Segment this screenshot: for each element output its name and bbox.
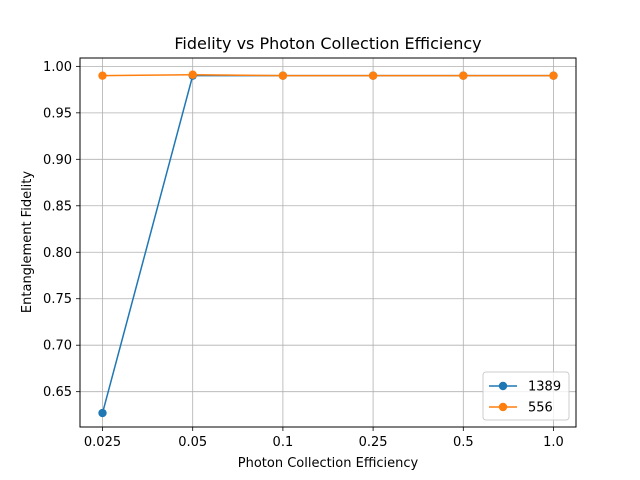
data-point [278,71,288,80]
x-tick-label: 0.5 [453,435,474,450]
grid [80,58,576,427]
x-tick-label: 0.05 [178,435,207,450]
y-axis-label: Entanglement Fidelity [20,171,35,313]
series-556 [98,70,558,80]
x-tick-label: 1.0 [543,435,564,450]
data-point [188,70,197,79]
y-tick-label: 0.65 [43,385,72,400]
data-point [368,71,378,80]
y-tick-label: 1.00 [43,60,72,75]
plot-series [98,70,558,418]
y-tick-label: 0.85 [43,199,72,214]
legend: 1389 556 [482,371,570,421]
plot-frame [79,57,577,428]
data-point [98,71,107,80]
x-tick-label: 0.25 [359,435,388,450]
chart-title: Fidelity vs Photon Collection Efficiency [174,34,481,53]
y-tick-label: 0.80 [43,246,72,261]
x-tick-label: 0.025 [84,435,121,450]
y-axis-ticks: 0.65 0.70 0.75 0.80 0.85 0.90 0.95 1.00 [43,60,80,400]
y-tick-label: 0.75 [43,292,72,307]
y-tick-label: 0.70 [43,339,72,354]
data-point [549,71,558,80]
legend-entry: 556 [489,401,553,416]
y-tick-label: 0.90 [43,153,72,168]
legend-marker [498,402,508,412]
data-point [459,71,468,80]
x-tick-label: 0.1 [273,435,294,450]
data-point [98,408,107,418]
x-axis-label: Photon Collection Efficiency [238,456,419,471]
legend-marker [498,381,508,391]
x-axis-ticks: 0.025 0.05 0.1 0.25 0.5 1.0 [84,427,564,450]
legend-label: 1389 [528,380,561,395]
y-tick-label: 0.95 [43,106,72,121]
legend-label: 556 [528,401,553,416]
series-line [102,73,554,77]
legend-entry: 1389 [489,380,561,395]
